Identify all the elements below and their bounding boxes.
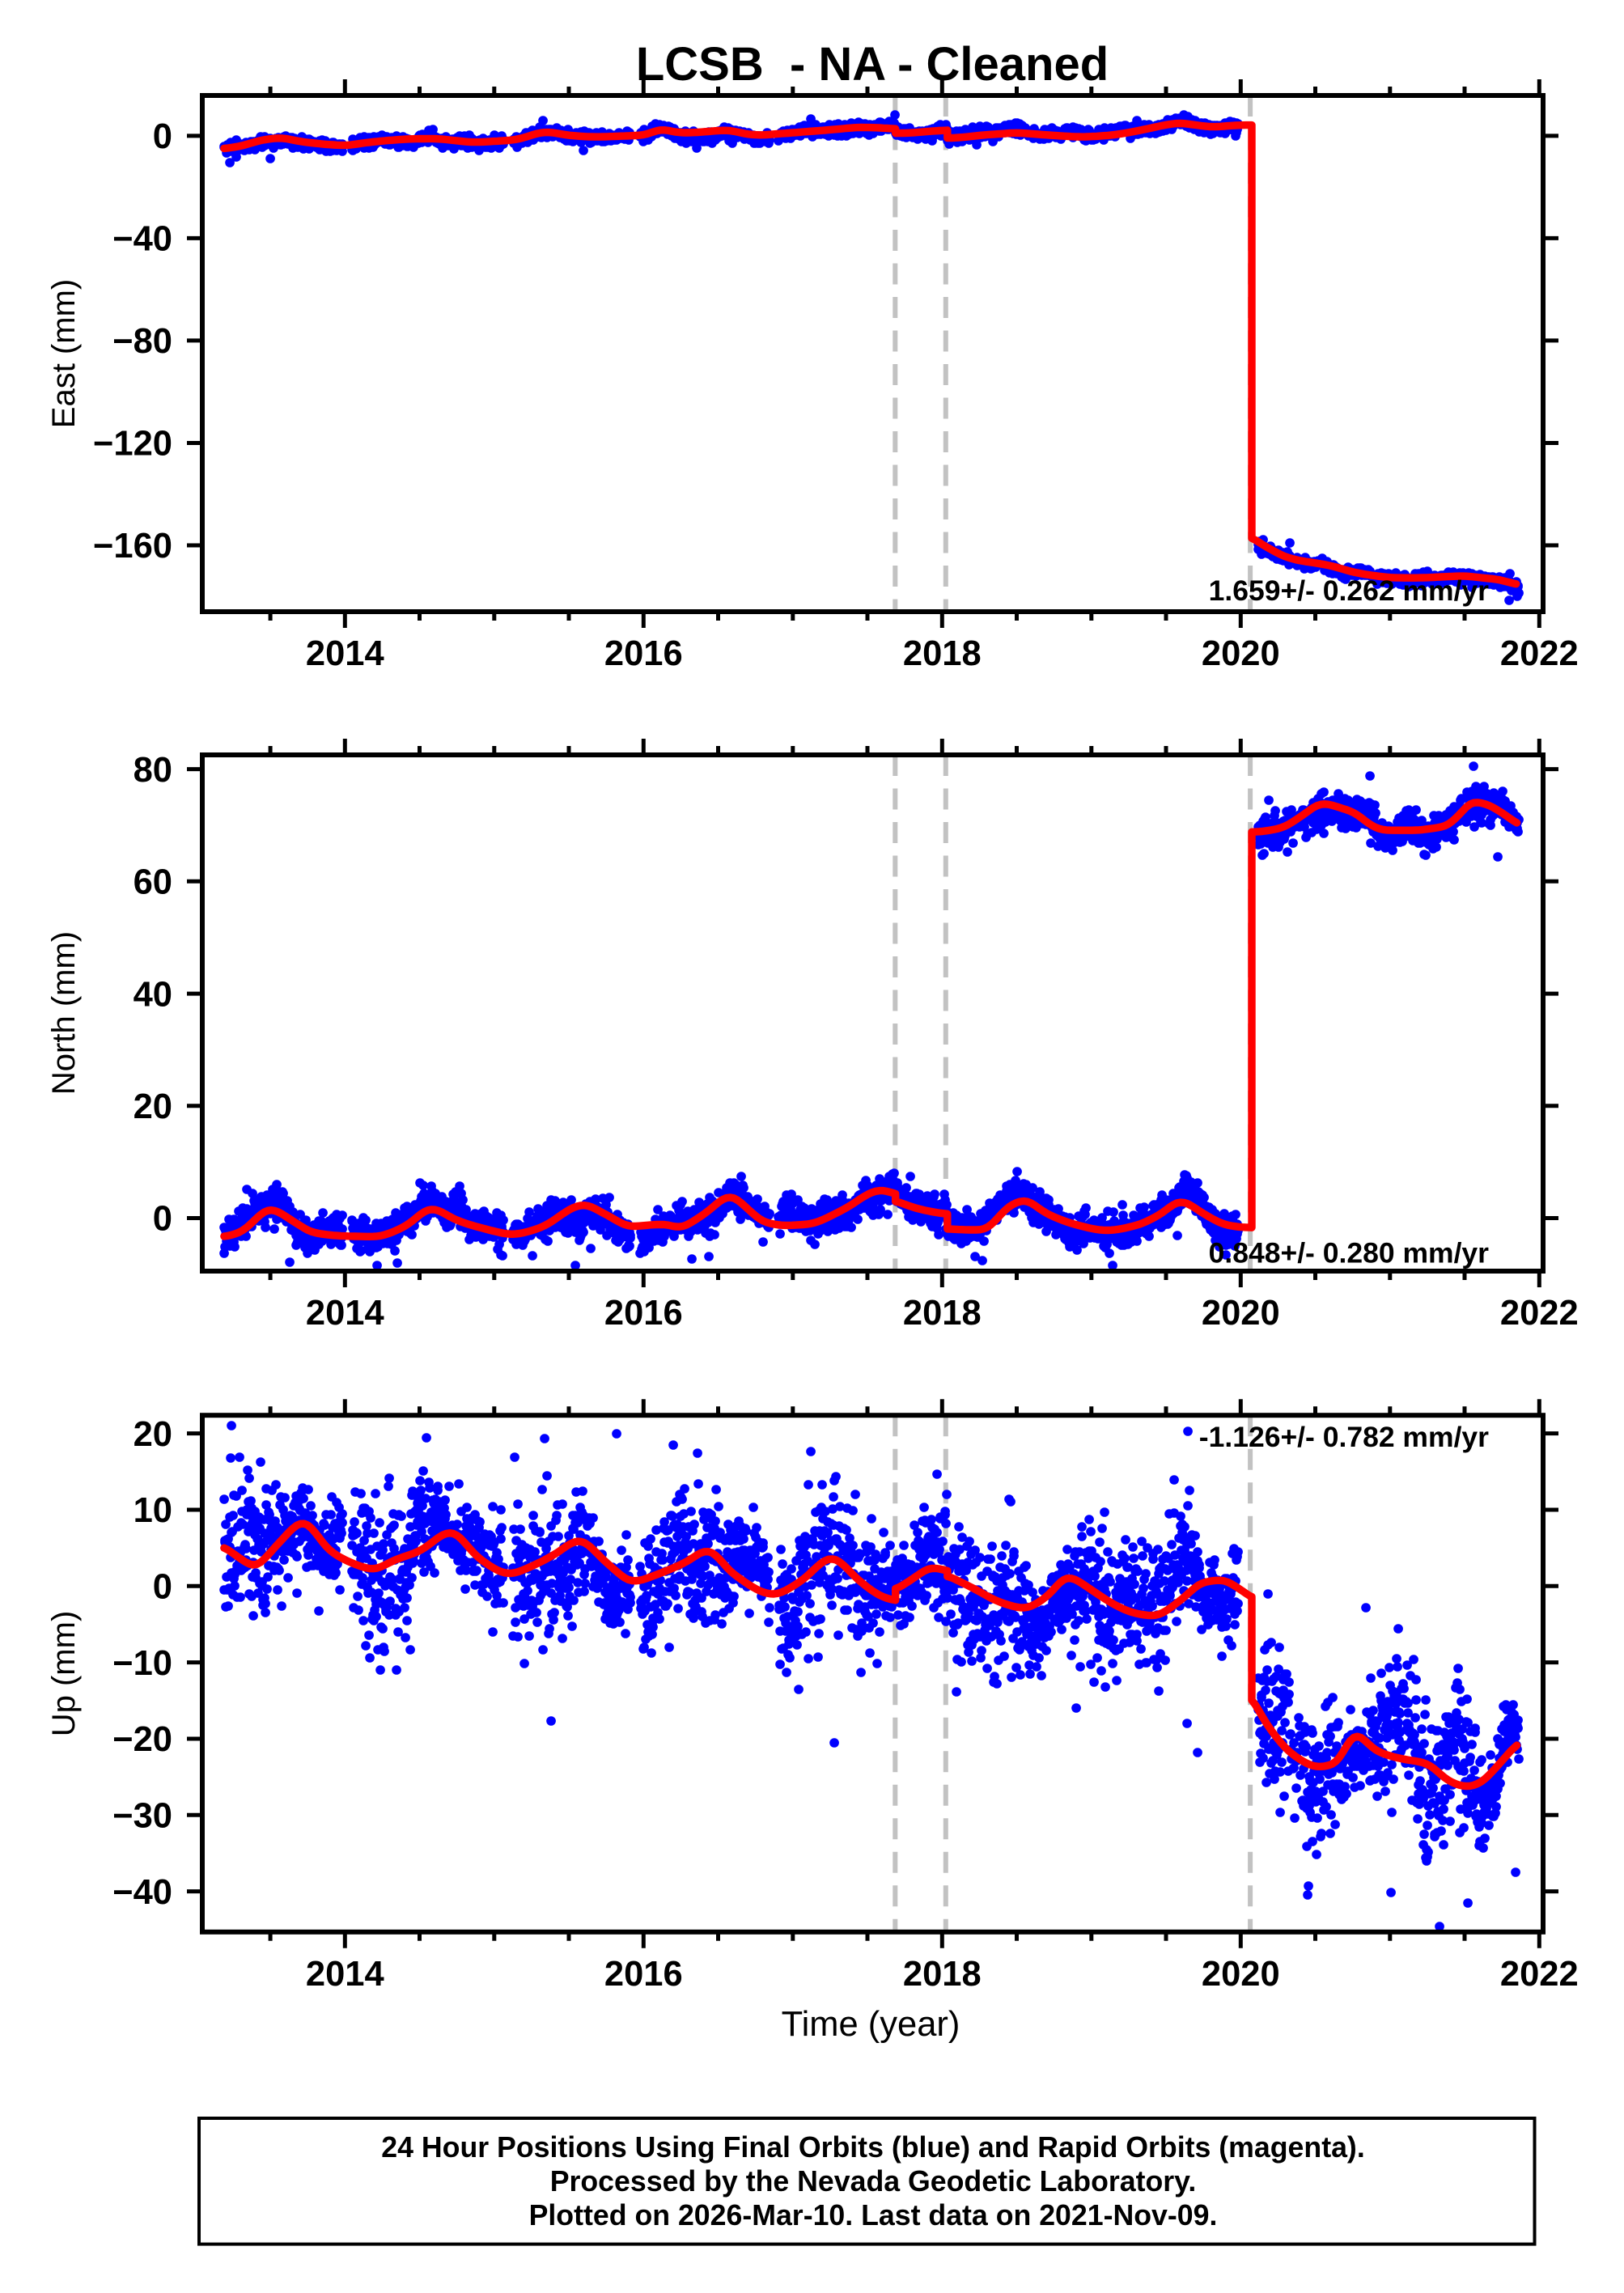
svg-text:−160: −160 — [93, 527, 172, 566]
svg-text:2018: 2018 — [903, 1294, 982, 1333]
svg-text:20: 20 — [134, 1087, 172, 1126]
svg-text:2018: 2018 — [903, 634, 982, 673]
svg-text:0.848+/- 0.280 mm/yr: 0.848+/- 0.280 mm/yr — [1209, 1237, 1490, 1269]
svg-text:60: 60 — [134, 863, 172, 902]
svg-text:2014: 2014 — [306, 1294, 384, 1333]
svg-text:2022: 2022 — [1500, 1294, 1579, 1333]
svg-text:20: 20 — [134, 1415, 172, 1454]
svg-text:−40: −40 — [112, 1873, 172, 1912]
svg-text:2014: 2014 — [306, 1955, 384, 1994]
svg-text:East (mm): East (mm) — [46, 279, 82, 428]
svg-text:2022: 2022 — [1500, 634, 1579, 673]
svg-text:−120: −120 — [93, 425, 172, 464]
svg-text:0: 0 — [153, 117, 172, 156]
svg-text:Time (year): Time (year) — [782, 2005, 960, 2044]
svg-text:−80: −80 — [112, 322, 172, 361]
svg-text:0: 0 — [153, 1568, 172, 1607]
svg-text:−40: −40 — [112, 220, 172, 259]
svg-text:North (mm): North (mm) — [46, 931, 82, 1095]
svg-text:−20: −20 — [112, 1720, 172, 1759]
svg-text:1.659+/- 0.262 mm/yr: 1.659+/- 0.262 mm/yr — [1209, 574, 1490, 607]
svg-text:0: 0 — [153, 1200, 172, 1239]
svg-text:2016: 2016 — [604, 1294, 683, 1333]
svg-text:LCSB - NA - Cleaned: LCSB - NA - Cleaned — [636, 38, 1109, 91]
svg-text:2018: 2018 — [903, 1955, 982, 1994]
svg-text:2016: 2016 — [604, 1955, 683, 1994]
svg-text:2020: 2020 — [1202, 1294, 1280, 1333]
svg-text:Up (mm): Up (mm) — [46, 1611, 82, 1737]
svg-text:−30: −30 — [112, 1797, 172, 1836]
svg-text:2020: 2020 — [1202, 1955, 1280, 1994]
svg-text:80: 80 — [134, 751, 172, 790]
svg-text:Plotted on 2026-Mar-10. Last d: Plotted on 2026-Mar-10. Last data on 202… — [529, 2199, 1218, 2232]
svg-text:2016: 2016 — [604, 634, 683, 673]
svg-text:2014: 2014 — [306, 634, 384, 673]
svg-text:Processed by the Nevada Geodet: Processed by the Nevada Geodetic Laborat… — [550, 2165, 1197, 2198]
svg-text:-1.126+/- 0.782 mm/yr: -1.126+/- 0.782 mm/yr — [1199, 1421, 1489, 1453]
svg-text:−10: −10 — [112, 1644, 172, 1683]
svg-text:2020: 2020 — [1202, 634, 1280, 673]
svg-text:2022: 2022 — [1500, 1955, 1579, 1994]
svg-text:10: 10 — [134, 1491, 172, 1530]
svg-text:40: 40 — [134, 975, 172, 1014]
svg-text:24 Hour Positions Using Final: 24 Hour Positions Using Final Orbits (bl… — [381, 2131, 1364, 2164]
